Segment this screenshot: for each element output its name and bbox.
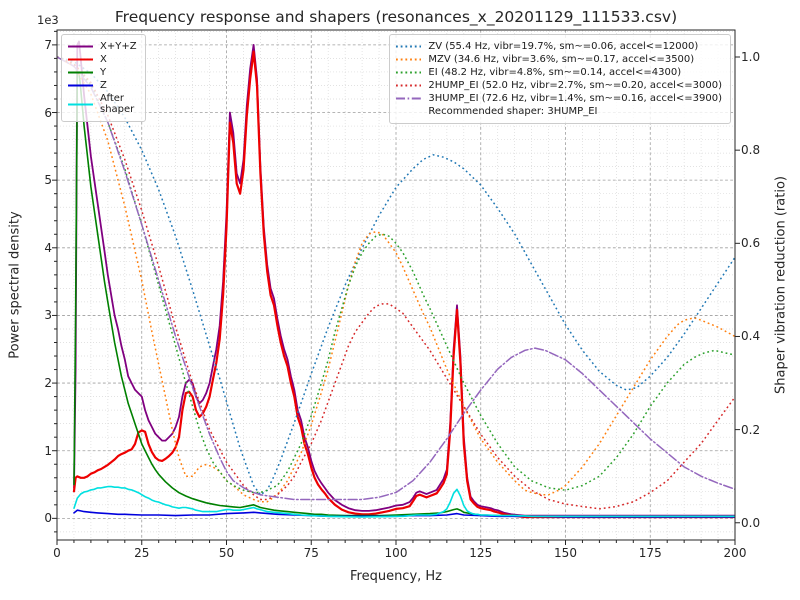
left-y-axis-label: Power spectral density xyxy=(7,211,23,359)
legend-item: 2HUMP_EI (52.0 Hz, vibr=2.7%, sm~=0.20, … xyxy=(395,80,722,92)
x-tick-label: 50 xyxy=(218,546,235,560)
series-line-3hump-ei xyxy=(57,56,735,501)
series-line-x xyxy=(72,50,735,519)
legend-item: After shaper xyxy=(67,93,137,116)
legend-line-sample xyxy=(68,45,93,48)
right-y-tick-label: 0.0 xyxy=(741,515,761,530)
left-y-tick-label: 0 xyxy=(44,511,52,526)
legend-label: ZV (55.4 Hz, vibr=19.7%, sm~=0.06, accel… xyxy=(428,40,699,52)
series-line-y xyxy=(73,71,735,518)
legend-line-sample xyxy=(396,58,422,61)
x-tick-label: 125 xyxy=(469,546,493,560)
legend-line-sample xyxy=(68,103,93,105)
legend-item: X+Y+Z xyxy=(67,41,137,53)
legend-line-sample xyxy=(396,71,422,74)
left-y-tick-label: 7 xyxy=(44,37,52,52)
legend-label: Z xyxy=(100,79,107,91)
legend-label: 2HUMP_EI (52.0 Hz, vibr=2.7%, sm~=0.20, … xyxy=(428,79,722,91)
legend-label: EI (48.2 Hz, vibr=4.8%, sm~=0.14, accel<… xyxy=(428,66,682,78)
tick-marks xyxy=(52,30,740,545)
legend-item: MZV (34.6 Hz, vibr=3.6%, sm~=0.17, accel… xyxy=(395,54,722,66)
right-y-tick-label: 0.4 xyxy=(741,329,761,344)
chart-title: Frequency response and shapers (resonanc… xyxy=(114,8,678,26)
legend-item: Z xyxy=(67,80,137,92)
left-y-tick-label: 3 xyxy=(44,308,52,323)
legend-item: EI (48.2 Hz, vibr=4.8%, sm~=0.14, accel<… xyxy=(395,67,722,79)
legend-item: Y xyxy=(67,67,137,79)
legend-label: Y xyxy=(100,66,107,78)
shaper-legend: ZV (55.4 Hz, vibr=19.7%, sm~=0.06, accel… xyxy=(389,34,731,124)
x-tick-label: 175 xyxy=(638,546,662,560)
series-line-2hump-ei xyxy=(57,56,735,510)
left-y-tick-label: 5 xyxy=(44,173,52,188)
legend-item: ZV (55.4 Hz, vibr=19.7%, sm~=0.06, accel… xyxy=(395,41,722,53)
legend-label: 3HUMP_EI (72.6 Hz, vibr=1.4%, sm~=0.16, … xyxy=(428,92,722,104)
right-y-tick-label: 0.8 xyxy=(741,143,761,158)
legend-label: MZV (34.6 Hz, vibr=3.6%, sm~=0.17, accel… xyxy=(428,53,695,65)
legend-item: X xyxy=(67,54,137,66)
legend-item: 3HUMP_EI (72.6 Hz, vibr=1.4%, sm~=0.16, … xyxy=(395,93,722,105)
legend-line-sample xyxy=(68,71,93,74)
legend-line-sample xyxy=(396,84,422,87)
y-axis-offset-text: 1e3 xyxy=(37,13,59,27)
series-group xyxy=(57,40,735,519)
x-tick-label: 75 xyxy=(303,546,319,560)
legend-line-sample xyxy=(396,97,422,100)
legend-line-sample xyxy=(396,45,422,48)
left-y-tick-label: 2 xyxy=(44,376,52,391)
x-tick-label: 150 xyxy=(554,546,577,560)
legend-label: X xyxy=(100,53,107,65)
psd-legend: X+Y+Z X Y Z After shaper xyxy=(61,34,146,122)
series-line-after-shaper xyxy=(73,485,735,518)
left-y-tick-label: 4 xyxy=(44,240,52,255)
legend-empty-sample xyxy=(395,106,422,117)
legend-label: After shaper xyxy=(100,92,135,116)
legend-label: X+Y+Z xyxy=(100,40,137,52)
x-tick-label: 25 xyxy=(134,546,150,560)
legend-label: Recommended shaper: 3HUMP_EI xyxy=(428,105,598,117)
right-y-tick-label: 0.2 xyxy=(741,422,761,437)
legend-line-sample xyxy=(68,58,93,61)
x-tick-label: 0 xyxy=(53,546,61,560)
x-tick-label: 100 xyxy=(384,546,408,560)
right-y-axis-label: Shaper vibration reduction (ratio) xyxy=(773,176,789,394)
legend-item: Recommended shaper: 3HUMP_EI xyxy=(395,106,722,118)
right-y-tick-label: 0.6 xyxy=(741,236,761,251)
right-y-tick-label: 1.0 xyxy=(741,50,761,64)
x-axis-label: Frequency, Hz xyxy=(349,569,443,584)
left-y-tick-label: 1 xyxy=(44,443,52,458)
legend-line-sample xyxy=(68,84,93,87)
left-y-tick-label: 6 xyxy=(44,105,52,120)
x-tick-label: 200 xyxy=(723,546,747,560)
